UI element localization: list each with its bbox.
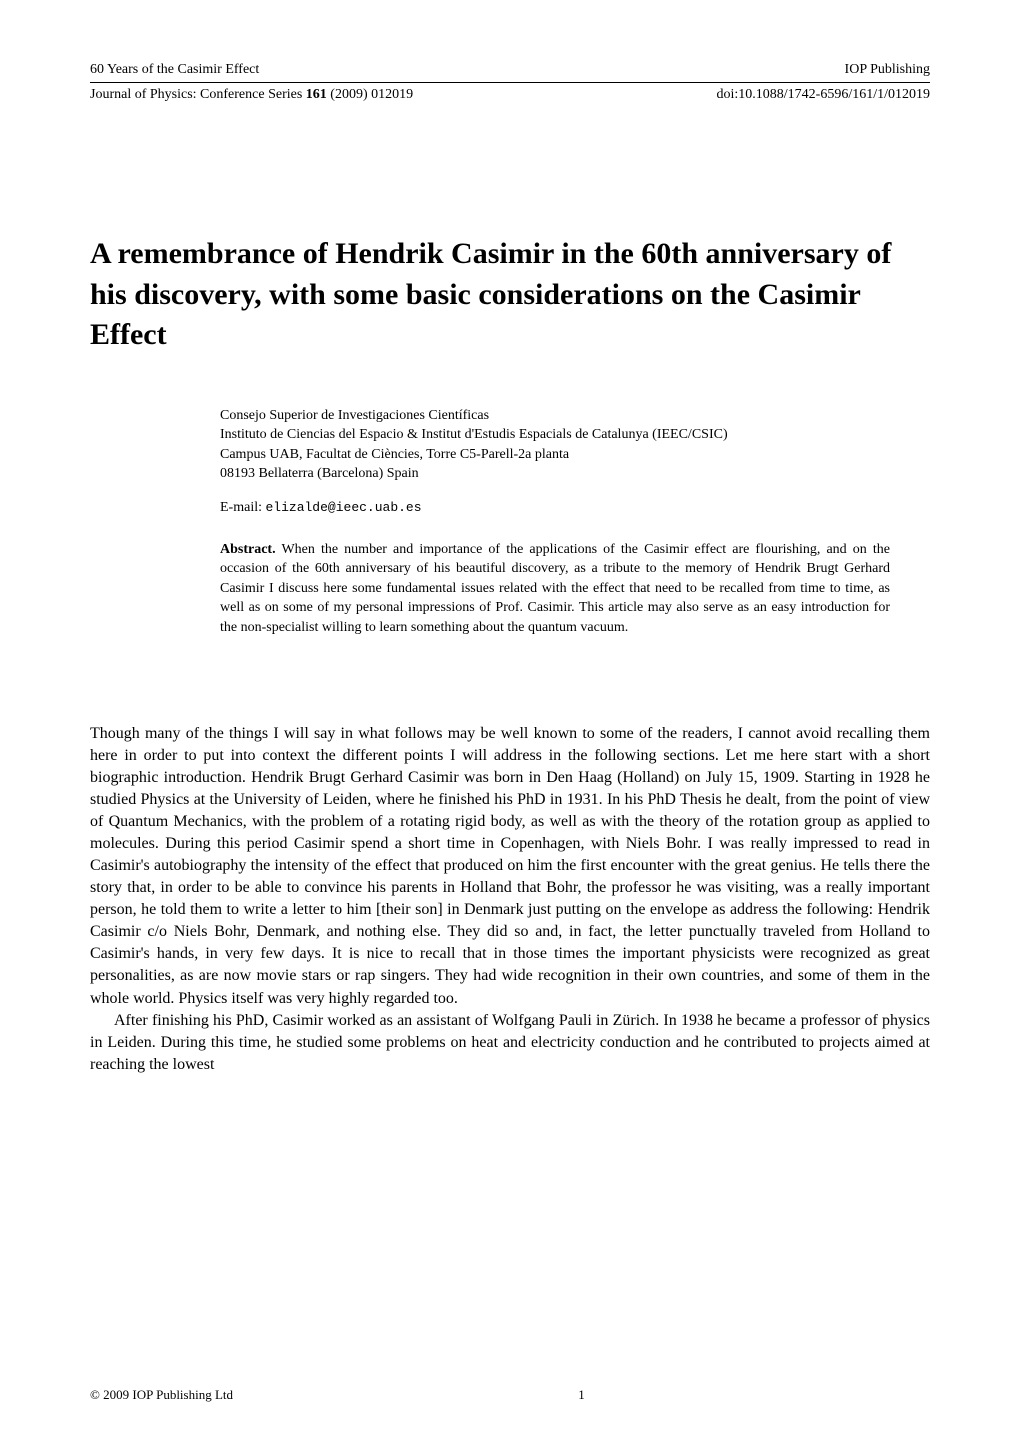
email-label: E-mail:	[220, 500, 266, 515]
header-volume: 161	[306, 87, 327, 102]
affiliation-line-3: Campus UAB, Facultat de Ciències, Torre …	[220, 445, 890, 465]
affiliation-line-4: 08193 Bellaterra (Barcelona) Spain	[220, 464, 890, 484]
footer-copyright: © 2009 IOP Publishing Ltd	[90, 1387, 233, 1403]
email-line: E-mail: elizalde@ieec.uab.es	[220, 498, 890, 518]
email-address: elizalde@ieec.uab.es	[266, 500, 422, 515]
header-journal-ref: Journal of Physics: Conference Series 16…	[90, 85, 413, 105]
header-doi: doi:10.1088/1742-6596/161/1/012019	[717, 85, 931, 105]
body-text: Though many of the things I will say in …	[90, 723, 930, 1076]
running-header-line1: 60 Years of the Casimir Effect IOP Publi…	[90, 60, 930, 83]
article-title: A remembrance of Hendrik Casimir in the …	[90, 234, 930, 356]
header-publisher: IOP Publishing	[845, 60, 930, 80]
affiliation-line-2: Instituto de Ciencias del Espacio & Inst…	[220, 425, 890, 445]
affiliation-line-1: Consejo Superior de Investigaciones Cien…	[220, 406, 890, 426]
body-paragraph-1: Though many of the things I will say in …	[90, 723, 930, 1010]
header-year-article: (2009) 012019	[327, 87, 413, 102]
running-header-line2: Journal of Physics: Conference Series 16…	[90, 85, 930, 105]
abstract-block: Abstract. When the number and importance…	[220, 540, 890, 638]
body-paragraph-2: After finishing his PhD, Casimir worked …	[90, 1010, 930, 1076]
affiliation-block: Consejo Superior de Investigaciones Cien…	[220, 406, 890, 518]
header-journal-name: Journal of Physics: Conference Series	[90, 87, 306, 102]
abstract-label: Abstract.	[220, 542, 276, 557]
header-series-title: 60 Years of the Casimir Effect	[90, 60, 259, 80]
abstract-text: When the number and importance of the ap…	[220, 542, 890, 635]
page-footer: © 2009 IOP Publishing Ltd 1	[90, 1387, 930, 1403]
